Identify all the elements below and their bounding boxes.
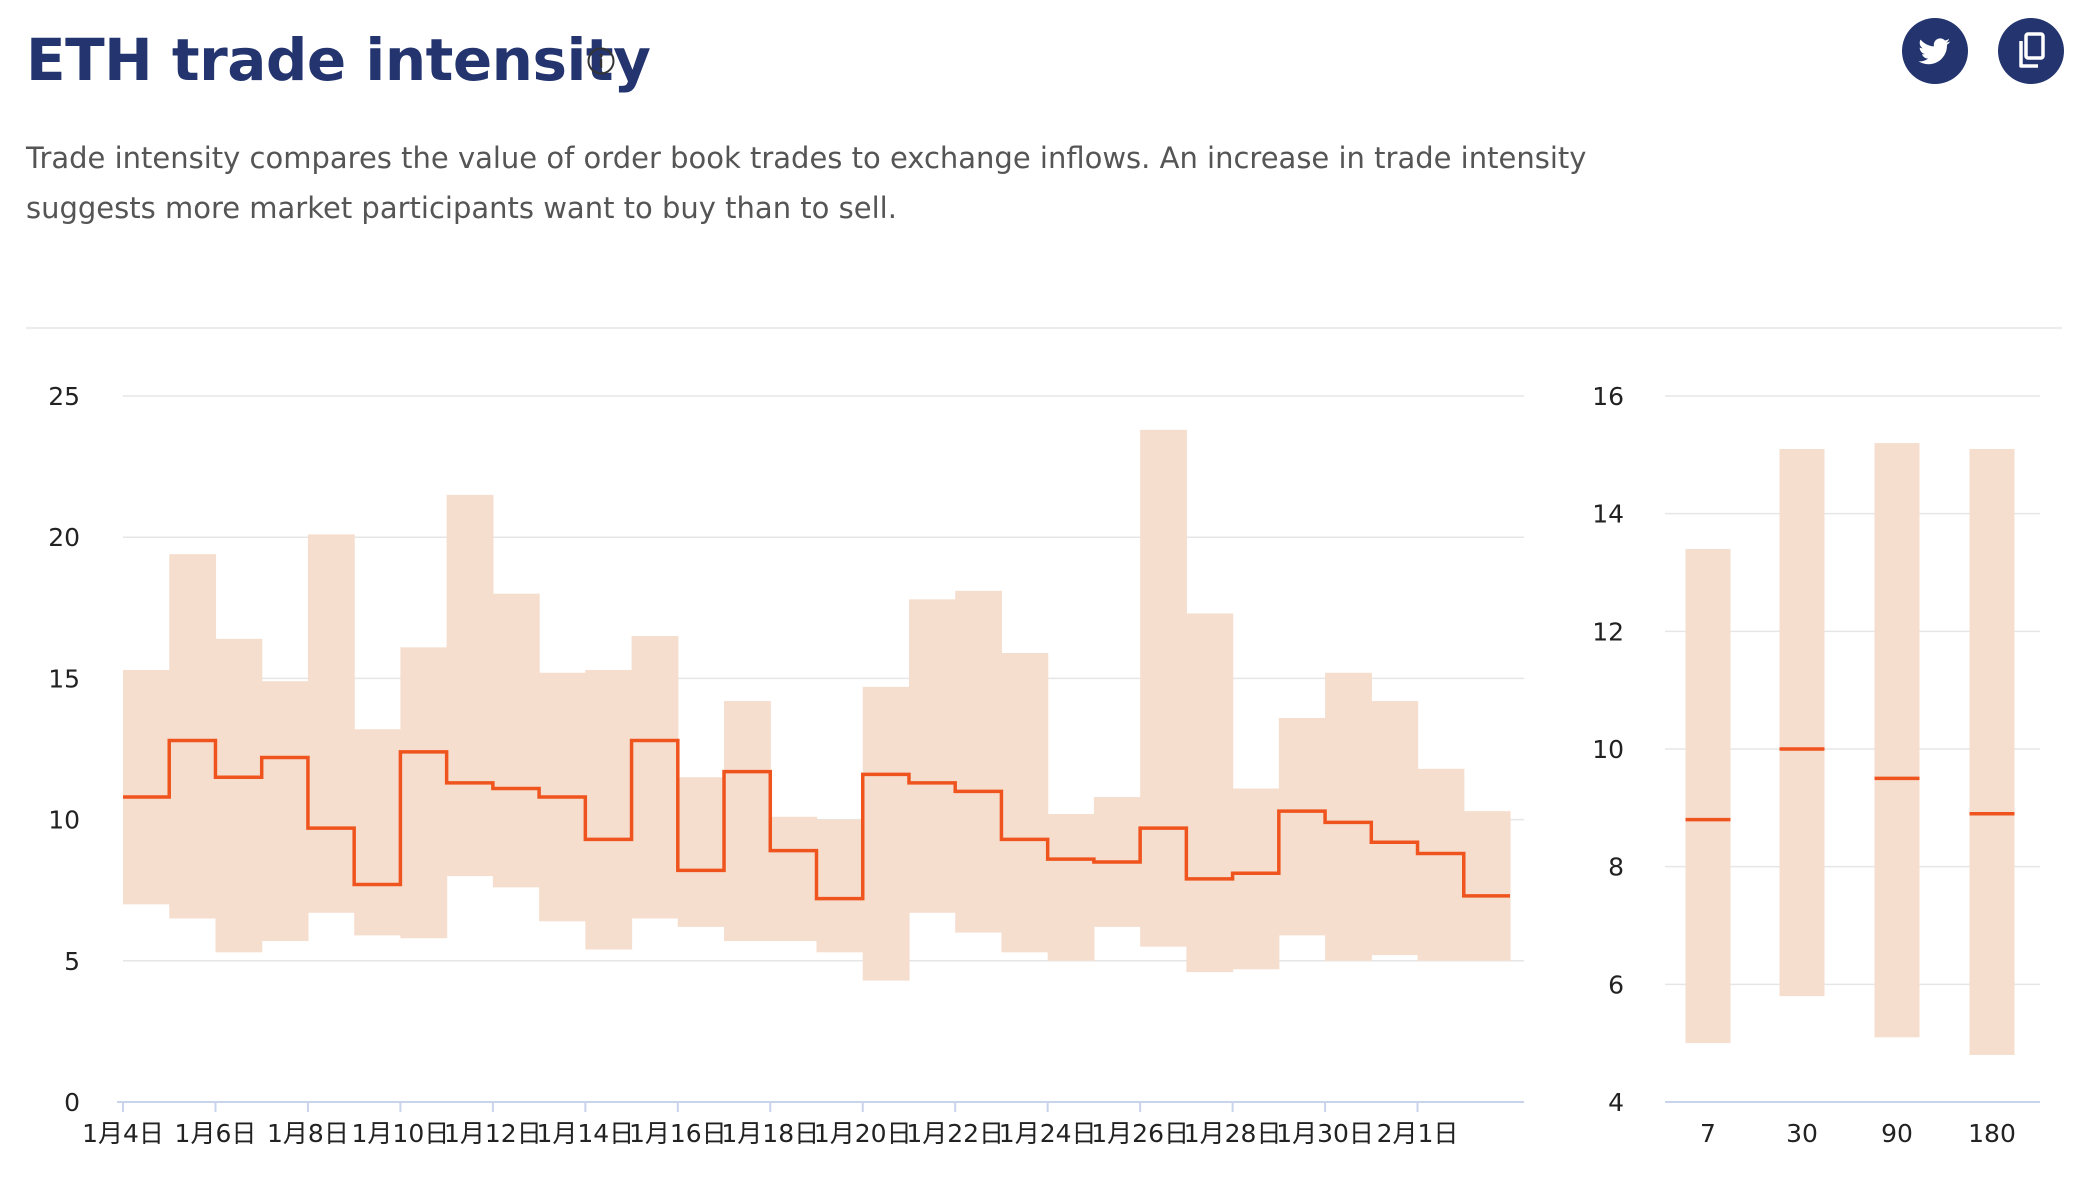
range-band <box>677 777 725 927</box>
range-band <box>354 729 401 936</box>
range-band <box>1186 613 1234 973</box>
y-tick-label: 4 <box>1608 1088 1624 1117</box>
range-band <box>816 819 864 953</box>
x-tick-label: 1月6日 <box>175 1119 257 1148</box>
range-band <box>1371 700 1419 956</box>
x-tick-label: 1月16日 <box>629 1119 727 1148</box>
range-band <box>955 590 1003 933</box>
info-circle-icon[interactable] <box>585 45 617 77</box>
x-tick-label: 1月18日 <box>721 1119 819 1148</box>
twitter-icon <box>1918 38 1951 65</box>
series-line <box>123 738 1510 901</box>
range-band <box>492 593 540 888</box>
x-tick-label: 1月10日 <box>352 1119 450 1148</box>
range-band <box>585 669 633 950</box>
range-bar <box>1779 448 1825 997</box>
x-tick-label: 90 <box>1881 1119 1913 1148</box>
y-tick-label: 6 <box>1608 970 1624 999</box>
y-tick-label: 10 <box>1592 735 1624 764</box>
y-tick-label: 15 <box>48 664 80 693</box>
chart-description: Trade intensity compares the value of or… <box>26 141 1587 225</box>
range-band <box>770 816 818 942</box>
range-band <box>169 554 217 919</box>
range-band <box>724 700 771 942</box>
x-tick-label: 1月12日 <box>444 1119 542 1148</box>
range-band <box>1047 813 1095 961</box>
range-band <box>400 647 448 939</box>
range-bar <box>1969 448 2015 1055</box>
range-band <box>862 686 910 981</box>
x-tick-label: 1月26日 <box>1091 1119 1189 1148</box>
x-tick-label: 7 <box>1700 1119 1716 1148</box>
x-tick-label: 1月8日 <box>267 1119 349 1148</box>
x-tick-label: 2月1日 <box>1377 1119 1459 1148</box>
x-tick-label: 1月4日 <box>82 1119 164 1148</box>
range-band <box>631 636 679 919</box>
range-band <box>1463 811 1511 961</box>
y-tick-label: 10 <box>48 806 80 835</box>
range-band <box>1278 717 1326 936</box>
x-tick-label: 1月14日 <box>536 1119 634 1148</box>
section-divider <box>26 327 2062 329</box>
x-tick-label: 1月24日 <box>999 1119 1097 1148</box>
copy-icon <box>2019 32 2045 68</box>
range-bar <box>1685 548 1731 1044</box>
y-tick-label: 14 <box>1592 500 1624 529</box>
x-tick-label: 1月28日 <box>1184 1119 1282 1148</box>
range-band <box>261 681 309 942</box>
x-tick-label: 30 <box>1786 1119 1818 1148</box>
y-tick-label: 0 <box>64 1088 80 1117</box>
y-tick-label: 16 <box>1592 382 1624 411</box>
x-tick-label: 180 <box>1968 1119 2016 1148</box>
page-title: ETH trade intensity <box>26 26 651 94</box>
range-band <box>1325 672 1372 961</box>
twitter-share-button[interactable] <box>1902 18 1968 84</box>
y-tick-label: 8 <box>1608 853 1624 882</box>
range-band <box>307 534 355 913</box>
lookback-range-chart: 4 6 8 10 12 14 16 7 30 90 180 <box>1592 382 2040 1148</box>
x-tick-label: 1月22日 <box>906 1119 1004 1148</box>
x-tick-label: 1月20日 <box>814 1119 912 1148</box>
y-tick-label: 20 <box>48 523 80 552</box>
range-band <box>1001 652 1049 953</box>
x-tick-label: 1月30日 <box>1276 1119 1374 1148</box>
range-band <box>1140 429 1187 947</box>
range-bar <box>1874 443 1920 1038</box>
range-band <box>446 494 494 877</box>
range-band <box>1232 788 1280 970</box>
range-band <box>215 638 263 953</box>
y-tick-label: 25 <box>48 382 80 411</box>
range-band <box>123 669 170 905</box>
y-tick-label: 12 <box>1592 617 1624 646</box>
copy-link-button[interactable] <box>1998 18 2064 84</box>
range-band <box>908 599 956 913</box>
y-tick-label: 5 <box>64 947 80 976</box>
range-band <box>1417 768 1465 961</box>
